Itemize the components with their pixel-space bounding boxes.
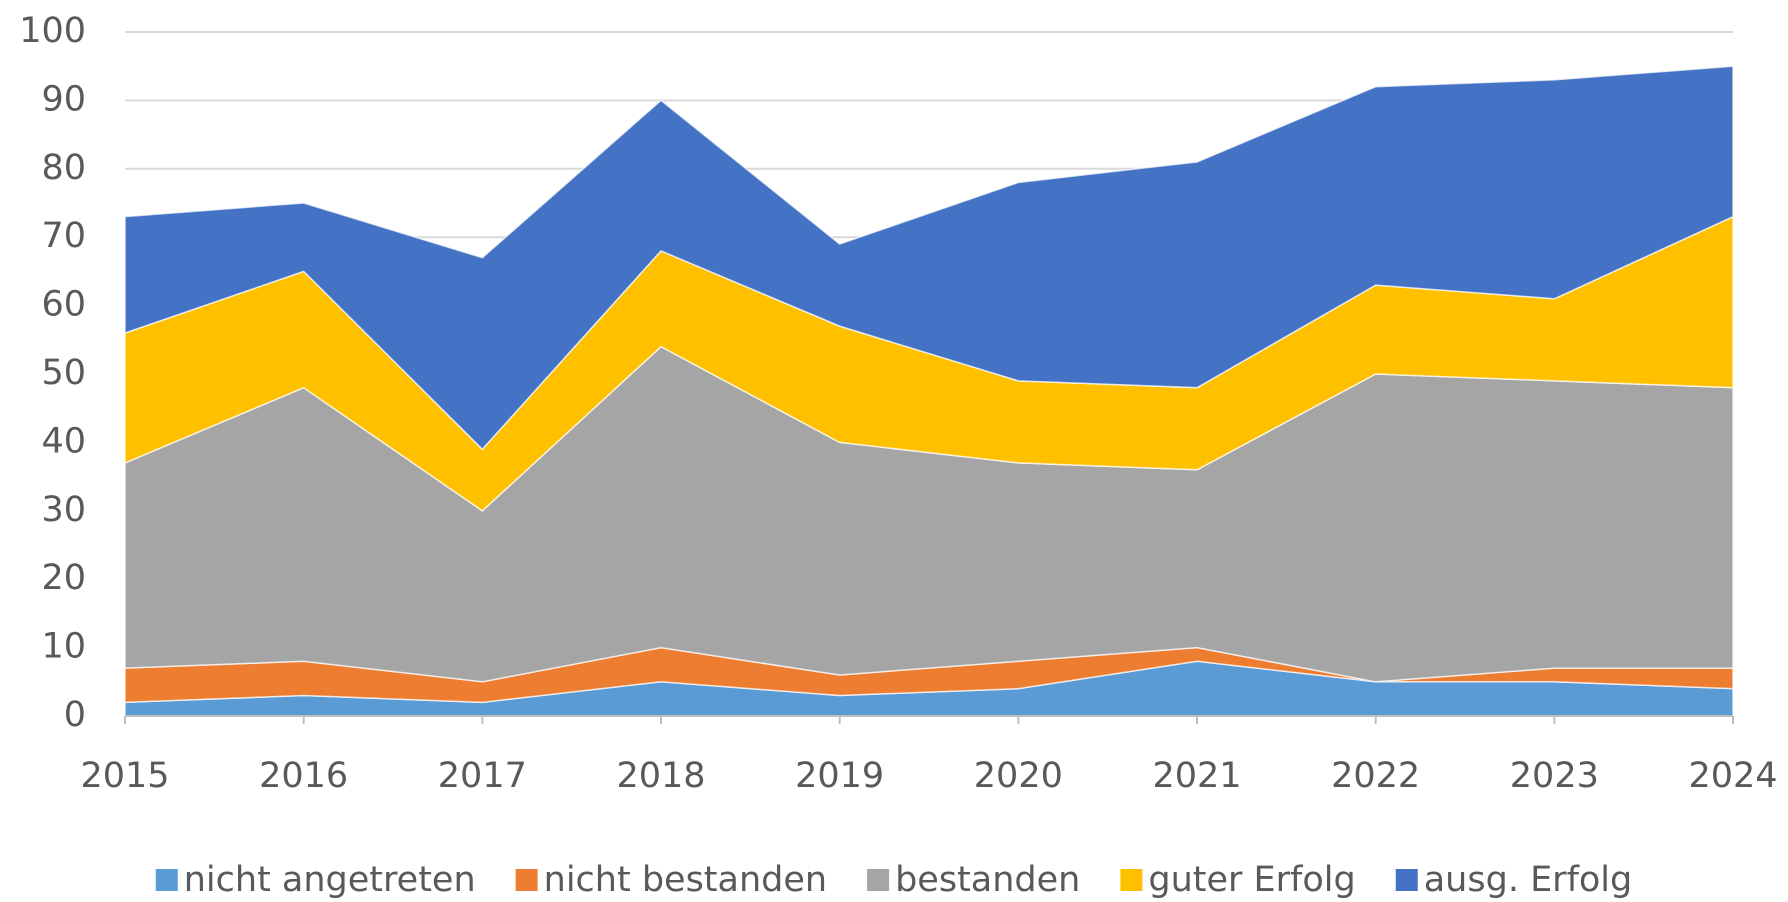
y-tick-label: 70: [41, 216, 86, 256]
legend-label: guter Erfolg: [1148, 860, 1355, 900]
y-tick-label: 20: [41, 558, 86, 598]
x-tick-label: 2016: [259, 756, 348, 796]
x-tick-label: 2020: [974, 756, 1063, 796]
legend-label: nicht angetreten: [184, 860, 476, 900]
legend-label: ausg. Erfolg: [1424, 860, 1633, 900]
x-tick-label: 2021: [1152, 756, 1241, 796]
x-tick-label: 2018: [616, 756, 705, 796]
area: [124, 65, 1734, 451]
legend-label: nicht bestanden: [544, 860, 827, 900]
x-tick-label: 2015: [80, 756, 169, 796]
y-tick-label: 50: [41, 353, 86, 393]
legend-swatch: [867, 869, 890, 891]
legend-swatch: [1395, 869, 1418, 891]
legend-label: bestanden: [895, 860, 1080, 900]
y-tick-label: 60: [41, 285, 86, 325]
y-tick-label: 0: [64, 695, 86, 735]
y-tick-label: 10: [41, 627, 86, 667]
legend-swatch: [515, 869, 538, 891]
y-tick-label: 80: [41, 148, 86, 188]
x-tick-label: 2023: [1510, 756, 1599, 796]
legend-swatch: [155, 869, 178, 891]
x-tick-label: 2022: [1331, 756, 1420, 796]
legend-swatch: [1120, 869, 1143, 891]
legend: nicht angetreten nicht bestanden bestanden…: [155, 860, 1633, 900]
x-tick-label: 2019: [795, 756, 884, 796]
y-tick-label: 90: [41, 79, 86, 119]
y-tick-label: 40: [41, 421, 86, 461]
y-tick-label: 100: [19, 11, 86, 51]
y-tick-label: 30: [41, 490, 86, 530]
x-tick-label: 2024: [1688, 756, 1777, 796]
x-tick-label: 2017: [438, 756, 527, 796]
